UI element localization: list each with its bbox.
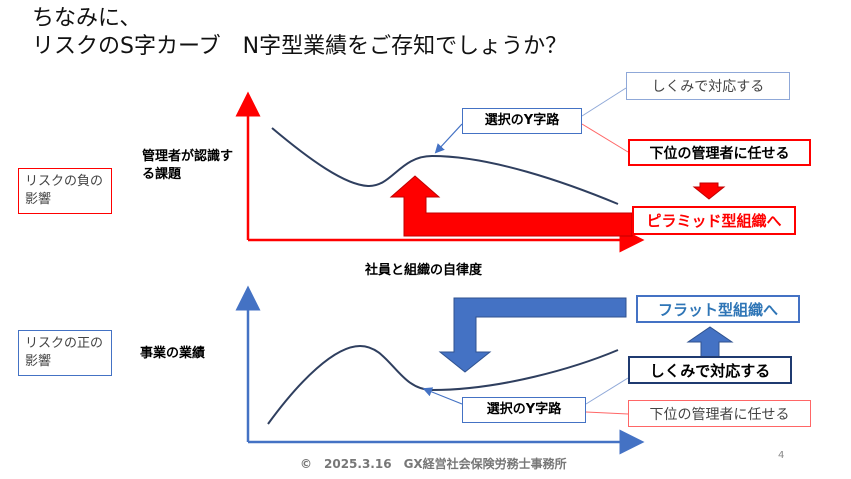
top-lower-branch [581,123,629,153]
bottom-crossroads-box: 選択のY字路 [462,397,586,423]
bottom-lower-branch [585,411,629,415]
pyramid-org-box: ピラミッド型組織へ [632,206,796,235]
top-option-upper-box: しくみで対応する [626,72,790,100]
red-down-arrow [692,182,726,200]
positive-impact-box: リスクの正の影響 [18,330,112,376]
page-number: 4 [778,450,785,461]
top-s-curve [271,127,619,205]
flat-org-box: フラット型組織へ [636,295,800,323]
red-l-arrow [389,175,633,237]
bottom-crossroads-label: 選択のY字路 [486,402,562,417]
blue-l-arrow [438,297,627,373]
bottom-option-lower-box: 下位の管理者に任せる [628,400,811,427]
pyramid-org-label: ピラミッド型組織へ [646,212,782,230]
bottom-upper-branch [585,377,629,405]
x-axis-label: 社員と組織の自律度 [365,263,483,278]
bottom-option-upper-box: しくみで対応する [628,356,792,384]
bottom-option-upper-label: しくみで対応する [649,361,771,380]
top-crossroads-pointer [434,123,463,154]
bottom-n-curve [267,344,619,425]
positive-impact-label: リスクの正の影響 [25,336,104,369]
top-option-lower-label: 下位の管理者に任せる [649,145,790,162]
top-option-upper-label: しくみで対応する [651,79,765,95]
negative-impact-label: リスクの負の影響 [25,174,104,207]
negative-impact-box: リスクの負の影響 [18,168,112,214]
title-line-1: ちなみに、 [32,6,142,31]
blue-up-arrow [686,326,734,358]
top-option-lower-box: 下位の管理者に任せる [628,139,811,166]
top-crossroads-label: 選択のY字路 [484,113,560,128]
flat-org-label: フラット型組織へ [657,300,778,319]
title-line-2: リスクのS字カーブ N字型業績をご存知でしょうか？ [32,34,568,59]
bottom-axes [235,285,645,455]
bottom-crossroads-pointer [422,387,463,405]
top-upper-branch [581,87,627,117]
footer-copyright: © 2025.3.16 GX経営社会保険労務士事務所 [300,457,567,471]
top-crossroads-box: 選択のY字路 [462,108,582,134]
top-axes [235,91,645,253]
bottom-y-axis-label: 事業の業績 [140,346,206,361]
top-y-axis-label: 管理者が認識する課題 [142,149,234,182]
bottom-option-lower-label: 下位の管理者に任せる [649,406,790,423]
